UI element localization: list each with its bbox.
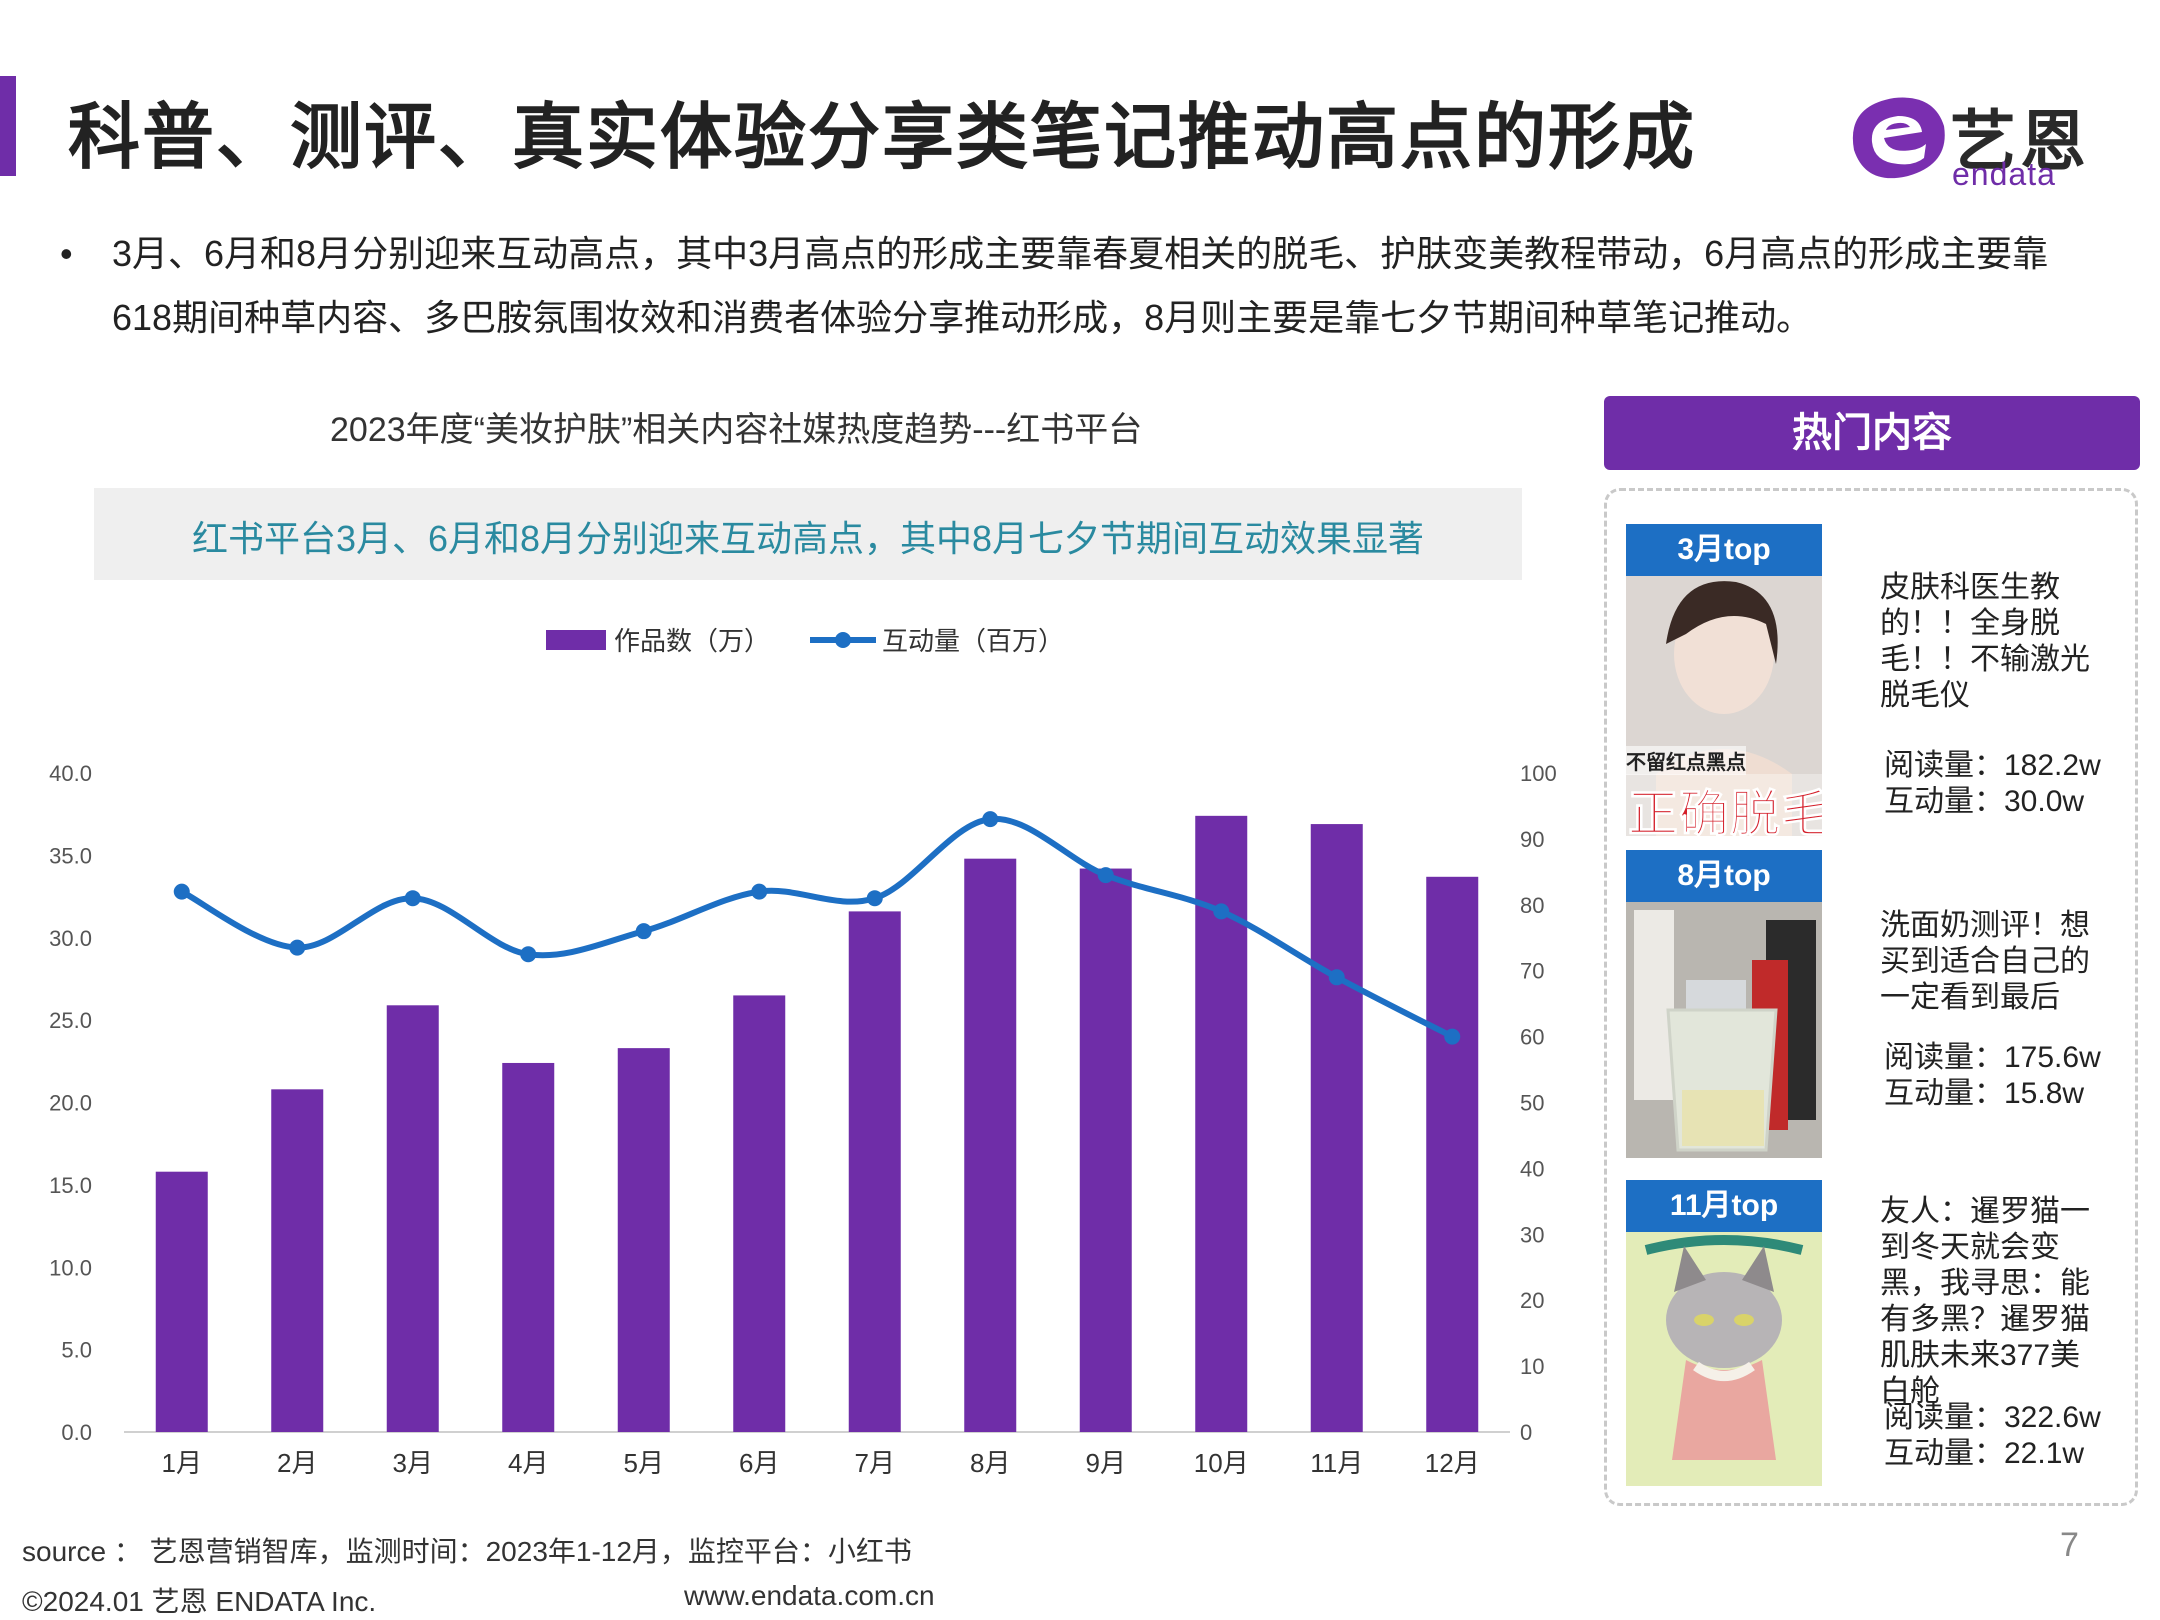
line-point bbox=[635, 923, 652, 940]
line-point bbox=[1444, 1028, 1461, 1045]
x-tick-label: 11月 bbox=[1310, 1448, 1363, 1478]
bar-works bbox=[502, 1062, 555, 1432]
y-right-tick-label: 60 bbox=[1520, 1025, 1544, 1050]
summary-bullet: • 3月、6月和8月分别迎来互动高点，其中3月高点的形成主要靠春夏相关的脱毛、护… bbox=[60, 222, 2100, 350]
card-3-desc: 友人：暹罗猫一到冬天就会变黑，我寻思：能有多黑？暹罗猫 肌肤未来377美白舱 bbox=[1880, 1195, 2090, 1408]
title-accent-bar bbox=[0, 76, 16, 176]
x-tick-label: 2月 bbox=[277, 1448, 317, 1478]
copyright: ©2024.01 艺恩 ENDATA Inc. bbox=[22, 1586, 377, 1617]
card-2-tag: 8月top bbox=[1626, 850, 1822, 902]
line-point bbox=[982, 811, 999, 828]
card-3-tag: 11月top bbox=[1626, 1180, 1822, 1232]
chart-subtitle-box: 红书平台3月、6月和8月分别迎来互动高点，其中8月七夕节期间互动效果显著 bbox=[94, 488, 1522, 580]
chart-subtitle: 红书平台3月、6月和8月分别迎来互动高点，其中8月七夕节期间互动效果显著 bbox=[191, 518, 1425, 559]
x-tick-label: 1月 bbox=[162, 1448, 202, 1478]
card-1-overlay-small: 不留红点黑点 bbox=[1626, 746, 1746, 775]
line-point bbox=[1328, 969, 1345, 986]
card-2-interactions: 互动量：15.8w bbox=[1884, 1077, 2085, 1110]
y-right-tick-label: 10 bbox=[1520, 1354, 1544, 1379]
hot-content-title: 热门内容 bbox=[1792, 411, 1952, 455]
card-1-thumbnail[interactable]: 3月top 不留红点黑点 正确脱毛 bbox=[1626, 524, 1822, 836]
card-1-desc: 皮肤科医生教的！！全身脱毛！！不输激光脱毛仪 bbox=[1880, 571, 2090, 712]
x-tick-label: 5月 bbox=[624, 1448, 664, 1478]
y-left-tick-label: 30.0 bbox=[49, 926, 92, 951]
bar-works bbox=[617, 1048, 670, 1432]
bar-works bbox=[1079, 868, 1132, 1432]
hot-content-header: 热门内容 bbox=[1604, 396, 2140, 470]
y-right-tick-label: 70 bbox=[1520, 959, 1544, 984]
y-left-tick-label: 5.0 bbox=[61, 1338, 92, 1363]
y-left-tick-label: 0.0 bbox=[61, 1420, 92, 1445]
trend-chart: 0.0 5.0 10.0 15.0 20.0 25.0 30.0 35.0 40.0 0 10 20 3… bbox=[49, 626, 1557, 1478]
card-3-reads: 阅读量：322.6w bbox=[1884, 1401, 2101, 1434]
bar-works bbox=[1426, 876, 1479, 1432]
logo-subtext: endata bbox=[1952, 156, 2056, 192]
x-tick-label: 3月 bbox=[393, 1448, 433, 1478]
card-1-image bbox=[1626, 524, 1822, 836]
x-tick-label: 12月 bbox=[1425, 1448, 1480, 1478]
y-left-tick-label: 25.0 bbox=[49, 1008, 92, 1033]
line-point bbox=[173, 883, 190, 900]
bar-works bbox=[1310, 824, 1363, 1432]
card-2-thumbnail[interactable]: 8月top bbox=[1626, 850, 1822, 1158]
y-left-tick-label: 10.0 bbox=[49, 1255, 92, 1280]
endata-logo bbox=[1852, 97, 1945, 179]
bar-works bbox=[848, 911, 901, 1432]
y-right-tick-label: 100 bbox=[1520, 761, 1557, 786]
line-point bbox=[289, 939, 306, 956]
line-point bbox=[1213, 903, 1230, 920]
bar-works bbox=[271, 1089, 324, 1432]
y-left-tick-label: 35.0 bbox=[49, 843, 92, 868]
y-left-tick-label: 15.0 bbox=[49, 1173, 92, 1198]
legend-bar-swatch bbox=[546, 630, 606, 650]
hot-content-panel bbox=[1604, 488, 2138, 1506]
y-right-tick-label: 20 bbox=[1520, 1288, 1544, 1313]
bullet-dot-icon: • bbox=[60, 233, 73, 274]
y-right-tick-label: 0 bbox=[1520, 1420, 1532, 1445]
x-tick-label: 9月 bbox=[1086, 1448, 1126, 1478]
card-3-interactions: 互动量：22.1w bbox=[1884, 1437, 2085, 1470]
y-left-tick-label: 20.0 bbox=[49, 1091, 92, 1116]
bar-works bbox=[964, 858, 1017, 1432]
line-point bbox=[520, 946, 537, 963]
line-point bbox=[751, 883, 768, 900]
line-point bbox=[404, 890, 421, 907]
y-right-tick-label: 80 bbox=[1520, 893, 1544, 918]
card-2-desc: 洗面奶测评！想买到适合自己的一定看到最后 bbox=[1880, 909, 2090, 1014]
y-left-tick-label: 40.0 bbox=[49, 761, 92, 786]
line-interactions bbox=[180, 816, 1454, 1040]
x-tick-label: 6月 bbox=[739, 1448, 779, 1478]
card-1-overlay-big: 正确脱毛 bbox=[1628, 786, 1823, 837]
x-tick-label: 10月 bbox=[1194, 1448, 1249, 1478]
legend-bar-label: 作品数（万） bbox=[614, 626, 770, 656]
bar-works bbox=[733, 995, 786, 1432]
card-1-reads: 阅读量：182.2w bbox=[1884, 749, 2101, 782]
summary-text: 3月、6月和8月分别迎来互动高点，其中3月高点的形成主要靠春夏相关的脱毛、护肤变… bbox=[112, 233, 2049, 338]
card-2-reads: 阅读量：175.6w bbox=[1884, 1041, 2101, 1074]
legend-line-label: 互动量（百万） bbox=[882, 626, 1064, 656]
x-tick-label: 4月 bbox=[508, 1448, 548, 1478]
line-point bbox=[1097, 867, 1114, 884]
page-title: 科普、测评、真实体验分享类笔记推动高点的形成 bbox=[68, 98, 1697, 178]
y-right-tick-label: 40 bbox=[1520, 1156, 1544, 1181]
y-right-tick-label: 90 bbox=[1520, 827, 1544, 852]
y-right-tick-label: 30 bbox=[1520, 1222, 1544, 1247]
logo-text: 艺恩 bbox=[1950, 104, 2090, 178]
y-right-tick-label: 50 bbox=[1520, 1091, 1544, 1116]
source-note: source ： 艺恩营销智库，监测时间：2023年1-12月，监控平台：小红书 bbox=[22, 1536, 912, 1567]
x-tick-label: 7月 bbox=[855, 1448, 895, 1478]
page-number: 7 bbox=[2060, 1526, 2079, 1564]
line-point bbox=[866, 890, 883, 907]
card-3-thumbnail[interactable]: 11月top bbox=[1626, 1180, 1822, 1486]
chart-title: 2023年度“美妆护肤”相关内容社媒热度趋势---红书平台 bbox=[330, 411, 1143, 449]
bar-works bbox=[386, 1005, 439, 1432]
bar-works bbox=[155, 1171, 208, 1432]
card-1-interactions: 互动量：30.0w bbox=[1884, 785, 2085, 818]
card-1-tag: 3月top bbox=[1626, 524, 1822, 576]
legend-line-marker bbox=[835, 632, 851, 648]
website-url: www.endata.com.cn bbox=[684, 1580, 935, 1611]
x-tick-label: 8月 bbox=[970, 1448, 1010, 1478]
